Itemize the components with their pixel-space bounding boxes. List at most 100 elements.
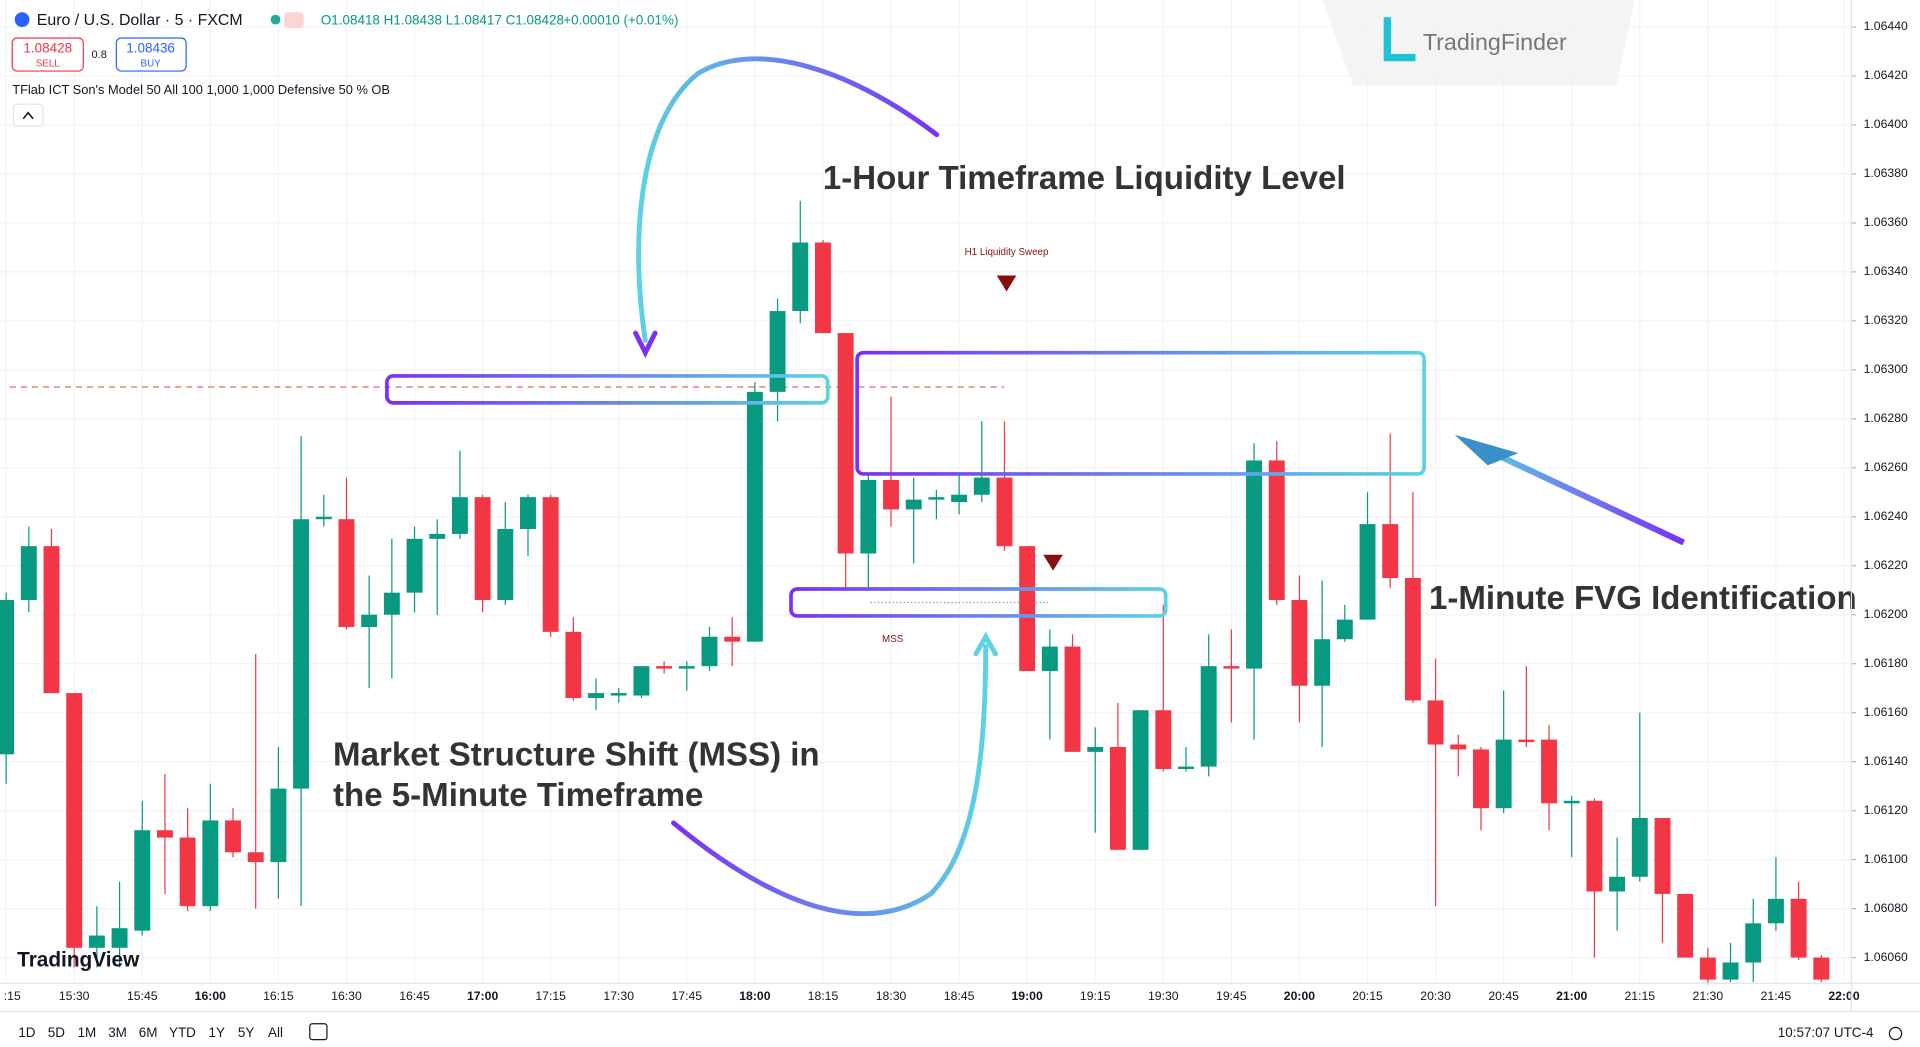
annotation: 1-Minute FVG Identification <box>1429 580 1857 617</box>
y-tick-label: 1.06440 <box>1864 19 1908 33</box>
date-range-icon[interactable] <box>309 1023 328 1041</box>
candle-body <box>769 311 786 392</box>
arrow-head <box>1454 434 1519 466</box>
buy-price: 1.08436 <box>126 41 175 56</box>
candle-body <box>724 636 741 642</box>
sell-price: 1.08428 <box>23 41 72 56</box>
candle-body <box>588 693 605 698</box>
x-tick-label: 15:45 <box>127 989 158 1003</box>
candle-body <box>1699 957 1716 980</box>
candle-body <box>1223 666 1240 669</box>
candle-body <box>1677 893 1694 958</box>
spread: 0.8 <box>92 49 107 61</box>
candle-body <box>610 693 627 696</box>
y-tick-label: 1.06380 <box>1864 166 1908 180</box>
change: +0.00010 (+0.01%) <box>563 12 678 27</box>
x-tick-label: 16:45 <box>399 989 430 1003</box>
candle-body <box>383 592 400 615</box>
candle-body <box>1359 524 1376 620</box>
range-button[interactable]: YTD <box>169 1025 196 1040</box>
candle-body <box>1155 710 1172 770</box>
candle-body <box>1041 646 1058 672</box>
annotation: 1-Hour Timeframe Liquidity Level <box>823 160 1346 197</box>
x-tick-label: 21:00 <box>1556 989 1587 1003</box>
range-button[interactable]: 1Y <box>209 1025 225 1040</box>
candle-body <box>1541 739 1557 804</box>
candle-body <box>1586 800 1603 892</box>
y-tick-label: 1.06320 <box>1864 313 1908 327</box>
candle-body <box>1518 739 1535 743</box>
candle-body <box>315 516 332 520</box>
candle-body <box>247 852 264 863</box>
y-tick-label: 1.06260 <box>1864 460 1908 474</box>
candle-body <box>905 499 922 510</box>
sweep-label: H1 Liquidity Sweep <box>965 247 1049 258</box>
range-button[interactable]: 3M <box>108 1025 127 1040</box>
x-tick-label: 21:15 <box>1624 989 1655 1003</box>
y-tick-label: 1.06400 <box>1864 117 1908 131</box>
buy-label: BUY <box>141 58 162 69</box>
range-button[interactable]: 5D <box>48 1025 65 1040</box>
candle-body <box>565 631 582 698</box>
candle-body <box>338 519 355 627</box>
x-tick-label: 19:45 <box>1216 989 1247 1003</box>
range-button[interactable]: All <box>268 1025 283 1040</box>
y-tick-label: 1.06220 <box>1864 558 1908 572</box>
y-tick-label: 1.06060 <box>1864 950 1908 964</box>
candle-body <box>293 519 310 789</box>
candle-body <box>1178 766 1194 770</box>
x-tick-label: :15 <box>4 989 21 1003</box>
range-button[interactable]: 5Y <box>238 1025 254 1040</box>
x-tick-label: 20:45 <box>1488 989 1519 1003</box>
platform-logo: TradingView <box>17 949 140 972</box>
indicator: TFlab ICT Son's Model 50 All 100 1,000 1… <box>12 82 390 97</box>
y-tick-label: 1.06140 <box>1864 754 1908 768</box>
y-tick-label: 1.06200 <box>1864 607 1908 621</box>
candle-body <box>1473 749 1489 809</box>
settings[interactable] <box>1888 1026 1903 1041</box>
ohlc: O1.08418 H1.08438 L1.08417 C1.08428 <box>321 12 564 27</box>
candle-body <box>678 666 695 669</box>
x-tick-label: 21:30 <box>1693 989 1724 1003</box>
candle-body <box>1631 817 1648 877</box>
y-tick-label: 1.06100 <box>1864 852 1908 866</box>
x-tick-label: 16:15 <box>263 989 294 1003</box>
candle-body <box>474 497 491 601</box>
symbol[interactable]: Euro / U.S. Dollar · 5 · FXCM <box>37 12 243 29</box>
x-tick-label: 21:45 <box>1761 989 1792 1003</box>
candle-body <box>1200 666 1217 767</box>
brand-icon <box>1391 53 1416 62</box>
x-tick-label: 17:15 <box>535 989 566 1003</box>
candle-body <box>43 546 60 694</box>
annotation: Market Structure Shift (MSS) in <box>333 736 820 773</box>
candle-body <box>837 333 854 554</box>
candle-body <box>1291 600 1308 686</box>
x-tick-label: 18:15 <box>808 989 839 1003</box>
candle-body <box>1246 460 1263 669</box>
range-button[interactable]: 1D <box>18 1025 35 1040</box>
collapse-button[interactable] <box>12 103 44 127</box>
range-button[interactable]: 6M <box>139 1025 158 1040</box>
candle-body <box>1336 619 1353 640</box>
candle-body <box>66 693 83 948</box>
y-tick-label: 1.06280 <box>1864 411 1908 425</box>
status <box>284 12 304 29</box>
buy-button[interactable] <box>115 37 187 72</box>
candle-body <box>1087 746 1104 752</box>
candle-body <box>792 242 809 312</box>
arrow <box>636 56 940 343</box>
candle-body <box>111 928 128 948</box>
candle-body <box>1382 524 1399 578</box>
candle-body <box>225 820 241 853</box>
collapse-icon <box>22 111 34 120</box>
candle-body <box>156 830 173 838</box>
mss-box <box>789 587 1168 618</box>
candle-body <box>1427 700 1444 745</box>
sell-button[interactable] <box>11 37 84 72</box>
candle-body <box>134 830 151 931</box>
range-button[interactable]: 1M <box>78 1025 97 1040</box>
candle-body <box>20 546 37 601</box>
x-tick-label: 19:00 <box>1012 989 1043 1003</box>
candle-body <box>1745 923 1762 963</box>
